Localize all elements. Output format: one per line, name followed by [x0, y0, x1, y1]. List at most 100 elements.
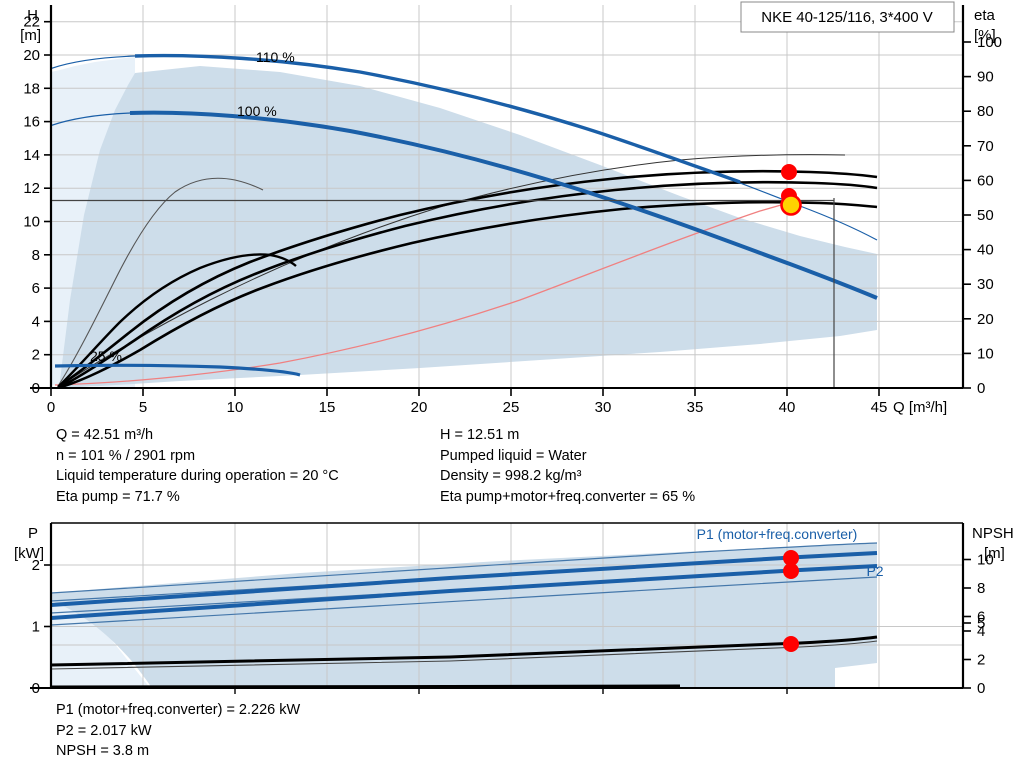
info-block-left: Q = 42.51 m³/h n = 101 % / 2901 rpm Liqu…	[56, 425, 339, 507]
svg-text:4: 4	[32, 313, 40, 330]
bottom-left-axis-title-line2: [kW]	[14, 545, 44, 562]
svg-text:20: 20	[977, 311, 994, 328]
title-box-label: NKE 40-125/116, 3*400 V	[761, 9, 933, 26]
svg-text:35: 35	[687, 399, 704, 415]
svg-text:2: 2	[32, 557, 40, 574]
top-right-ticks	[963, 41, 971, 389]
svg-text:60: 60	[977, 172, 994, 189]
top-left-ticks	[44, 20, 51, 389]
svg-text:18: 18	[23, 80, 40, 97]
top-right-axis-title-line1: eta	[974, 7, 996, 24]
bottom-right-ticks	[963, 558, 971, 689]
svg-text:40: 40	[977, 242, 994, 259]
bottom-right-axis-title-line2: [m]	[984, 545, 1005, 562]
info-eta-total: Eta pump+motor+freq.converter = 65 %	[440, 488, 696, 505]
svg-text:20: 20	[411, 399, 428, 415]
speed-label-25: 25 %	[90, 348, 122, 364]
info-p1: P1 (motor+freq.converter) = 2.226 kW	[56, 702, 301, 718]
p2-curve	[51, 564, 878, 620]
top-left-axis-title-line2: [m]	[20, 27, 41, 44]
info-density: Density = 998.2 kg/m³	[440, 468, 582, 484]
info-q: Q = 42.51 m³/h	[56, 427, 154, 443]
speed-label-100: 100 %	[237, 103, 277, 119]
title-box	[740, 1, 955, 33]
info-p2: P2 = 2.017 kW	[56, 722, 152, 739]
svg-text:5: 5	[139, 399, 147, 415]
svg-text:1: 1	[32, 619, 40, 636]
info-npsh: NPSH = 3.8 m	[56, 743, 150, 759]
svg-text:20: 20	[23, 47, 40, 64]
npsh-baseline-curve	[51, 684, 681, 688]
svg-text:50: 50	[977, 207, 994, 224]
p1-marker[interactable]	[783, 550, 799, 566]
head-curve-110-thick	[134, 53, 741, 184]
svg-text:4: 4	[977, 623, 985, 640]
svg-text:22: 22	[23, 14, 40, 31]
legend-label-p2: P2	[866, 563, 883, 579]
efficiency-curve-lowflow-hump	[57, 253, 297, 388]
svg-text:90: 90	[977, 69, 994, 86]
info-liquid-temperature: Liquid temperature during operation = 20…	[56, 468, 339, 484]
svg-text:8: 8	[977, 580, 985, 597]
svg-text:10: 10	[977, 552, 994, 569]
bottom-right-axis-title-line1: NPSH	[972, 525, 1014, 542]
efficiency-curve-25	[57, 177, 264, 387]
npsh-red-curve	[54, 200, 796, 386]
info-block-bottom: P1 (motor+freq.converter) = 2.226 kW P2 …	[56, 700, 300, 762]
eta-pump-marker[interactable]	[781, 164, 797, 180]
info-h: H = 12.51 m	[440, 427, 520, 443]
svg-text:0: 0	[977, 680, 985, 697]
efficiency-curve-eta-pump-110	[57, 180, 878, 388]
svg-text:30: 30	[977, 276, 994, 293]
svg-text:0: 0	[977, 380, 985, 397]
info-pumped-liquid: Pumped liquid = Water	[440, 447, 587, 464]
info-n: n = 101 % / 2901 rpm	[56, 447, 196, 464]
top-right-tick-labels: 0 10 20 30 40 50 60 70 80 90 100	[977, 34, 1002, 397]
info-eta-pump: Eta pump = 71.7 %	[56, 488, 180, 505]
npsh-curve	[51, 635, 878, 667]
info-block-right: H = 12.51 m Pumped liquid = Water Densit…	[440, 425, 695, 507]
svg-text:6: 6	[977, 609, 985, 626]
head-curve-25	[54, 363, 301, 377]
speed-label-110: 110 %	[256, 49, 295, 65]
svg-text:0: 0	[32, 380, 40, 397]
svg-text:0: 0	[47, 399, 55, 415]
svg-text:100: 100	[977, 34, 1002, 51]
top-left-axis-title-line1: H	[27, 7, 38, 24]
svg-text:8: 8	[32, 247, 40, 264]
svg-text:45: 45	[871, 399, 888, 415]
top-x-tick-labels: 0 5 10 15 20 25 30 35 40 45	[47, 399, 888, 415]
svg-text:10: 10	[227, 399, 244, 415]
svg-text:40: 40	[779, 399, 796, 415]
top-x-axis-title: Q [m³/h]	[893, 399, 947, 415]
top-x-ticks	[50, 388, 880, 396]
svg-text:30: 30	[595, 399, 612, 415]
head-efficiency-chart: 110 % 100 % 25 % 0 2 4 6 8 10	[20, 1, 1002, 415]
svg-text:0: 0	[32, 680, 40, 697]
power-npsh-chart: P1 (motor+freq.converter) P2 0 1 2	[14, 522, 1014, 697]
envelope-main-region	[59, 66, 877, 388]
bottom-left-axis-title-line1: P	[28, 525, 38, 542]
top-left-tick-labels: 0 2 4 6 8 10 12 14 16 18 20 22	[23, 14, 40, 397]
bottom-left-tick-labels: 0 1 2	[32, 557, 40, 697]
p2-envelope-lower-thin	[51, 576, 878, 626]
svg-text:80: 80	[977, 103, 994, 120]
duty-point-marker[interactable]	[780, 194, 802, 216]
svg-text:10: 10	[977, 345, 994, 362]
svg-text:5: 5	[977, 615, 985, 632]
bottom-left-ticks	[44, 564, 51, 689]
npsh-marker[interactable]	[783, 636, 799, 652]
p2-marker[interactable]	[783, 563, 799, 579]
svg-text:2: 2	[977, 652, 985, 669]
svg-text:16: 16	[23, 114, 40, 131]
svg-text:10: 10	[23, 214, 40, 231]
top-right-axis-title-line2: [%]	[974, 27, 996, 44]
svg-text:2: 2	[32, 347, 40, 364]
svg-text:70: 70	[977, 138, 994, 155]
head-curve-100-thick	[129, 110, 878, 300]
bottom-x-ticks	[234, 688, 788, 694]
svg-text:6: 6	[32, 280, 40, 297]
svg-text:12: 12	[23, 180, 40, 197]
svg-text:14: 14	[23, 147, 40, 164]
